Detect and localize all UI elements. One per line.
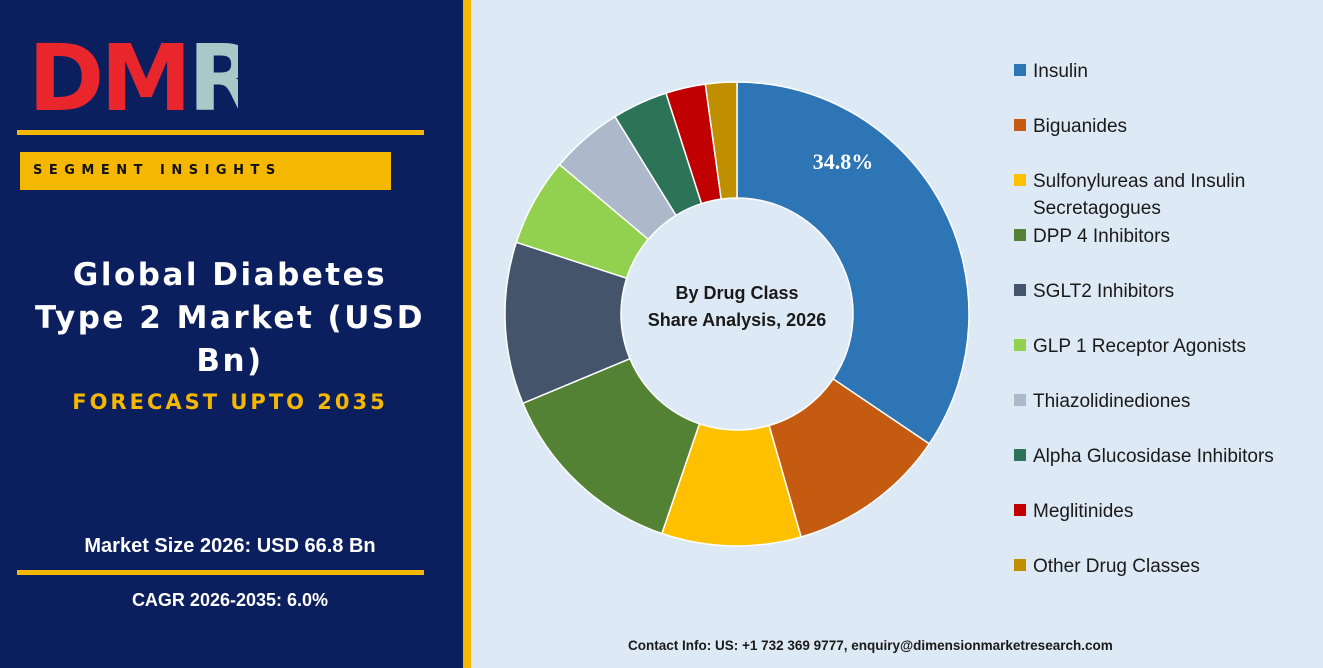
slice-other-drug-classes [704,81,738,200]
data-label-insulin: 34.8% [813,149,874,174]
logo-letter-d: D [28,38,100,118]
legend-label-dpp4: DPP 4 Inhibitors [1033,226,1170,247]
contact-info: Contact Info: US: +1 732 369 9777, enqui… [628,638,1113,653]
legend-swatch-biguanides [1014,119,1026,131]
donut-data-labels: 34.8% [813,149,874,174]
legend-swatch-insulin [1014,64,1026,76]
legend-swatch-dpp4 [1014,229,1026,241]
legend-label-meglitinides: Meglitinides [1033,501,1134,522]
market-size-text: Market Size 2026: USD 66.8 Bn [84,535,376,557]
title-line-2: Type 2 Market (USD [35,300,425,336]
title-line-3: Bn) [196,343,264,379]
legend-label-glp1: GLP 1 Receptor Agonists [1033,336,1246,357]
chart-center-title-line-2: Share Analysis, 2026 [648,310,826,330]
donut-slices [504,81,970,547]
legend-swatch-other [1014,559,1026,571]
legend-swatch-sglt2 [1014,284,1026,296]
svg-text:DMR: DMR [28,38,238,118]
legend-label-alpha-glucosidase: Alpha Glucosidase Inhibitors [1033,446,1274,467]
left-panel: DMR SEGMENT INSIGHTS Global Diabetes Typ… [0,0,463,668]
report-title: Global Diabetes Type 2 Market (USD Bn) [10,254,450,383]
forecast-subtitle: FORECAST UPTO 2035 [72,390,388,414]
legend-label-insulin: Insulin [1033,61,1088,82]
donut-chart: 34.8% By Drug Class Share Analysis, 2026 [504,81,970,547]
legend-swatch-alpha-glucosidase [1014,449,1026,461]
legend-label-thiazolidinediones: Thiazolidinediones [1033,391,1191,412]
legend-label-other: Other Drug Classes [1033,556,1200,577]
cagr-text: CAGR 2026-2035: 6.0% [131,590,329,610]
legend-swatch-glp1 [1014,339,1026,351]
legend-swatch-sulfonylureas [1014,174,1026,186]
logo-letter-r: R [188,38,238,118]
slice-insulin [736,81,970,445]
gold-divider-top [17,130,424,135]
chart-center-title-line-1: By Drug Class [675,283,798,303]
legend-label-sglt2: SGLT2 Inhibitors [1033,281,1175,302]
gold-divider-bottom [17,570,424,575]
logo-letter-m: M [100,38,188,118]
legend-swatch-thiazolidinediones [1014,394,1026,406]
gold-vertical-strip [463,0,471,668]
title-line-1: Global Diabetes [72,257,388,293]
legend-label-biguanides: Biguanides [1033,116,1128,137]
dmr-logo: DMR [28,38,238,118]
legend-swatch-meglitinides [1014,504,1026,516]
legend-label-sulfonylureas: Sulfonylureas and Insulin Secretagogues [1033,171,1246,219]
segment-insights-label: SEGMENT INSIGHTS [20,152,391,190]
slice-dpp-4-inhibitors [521,357,701,535]
